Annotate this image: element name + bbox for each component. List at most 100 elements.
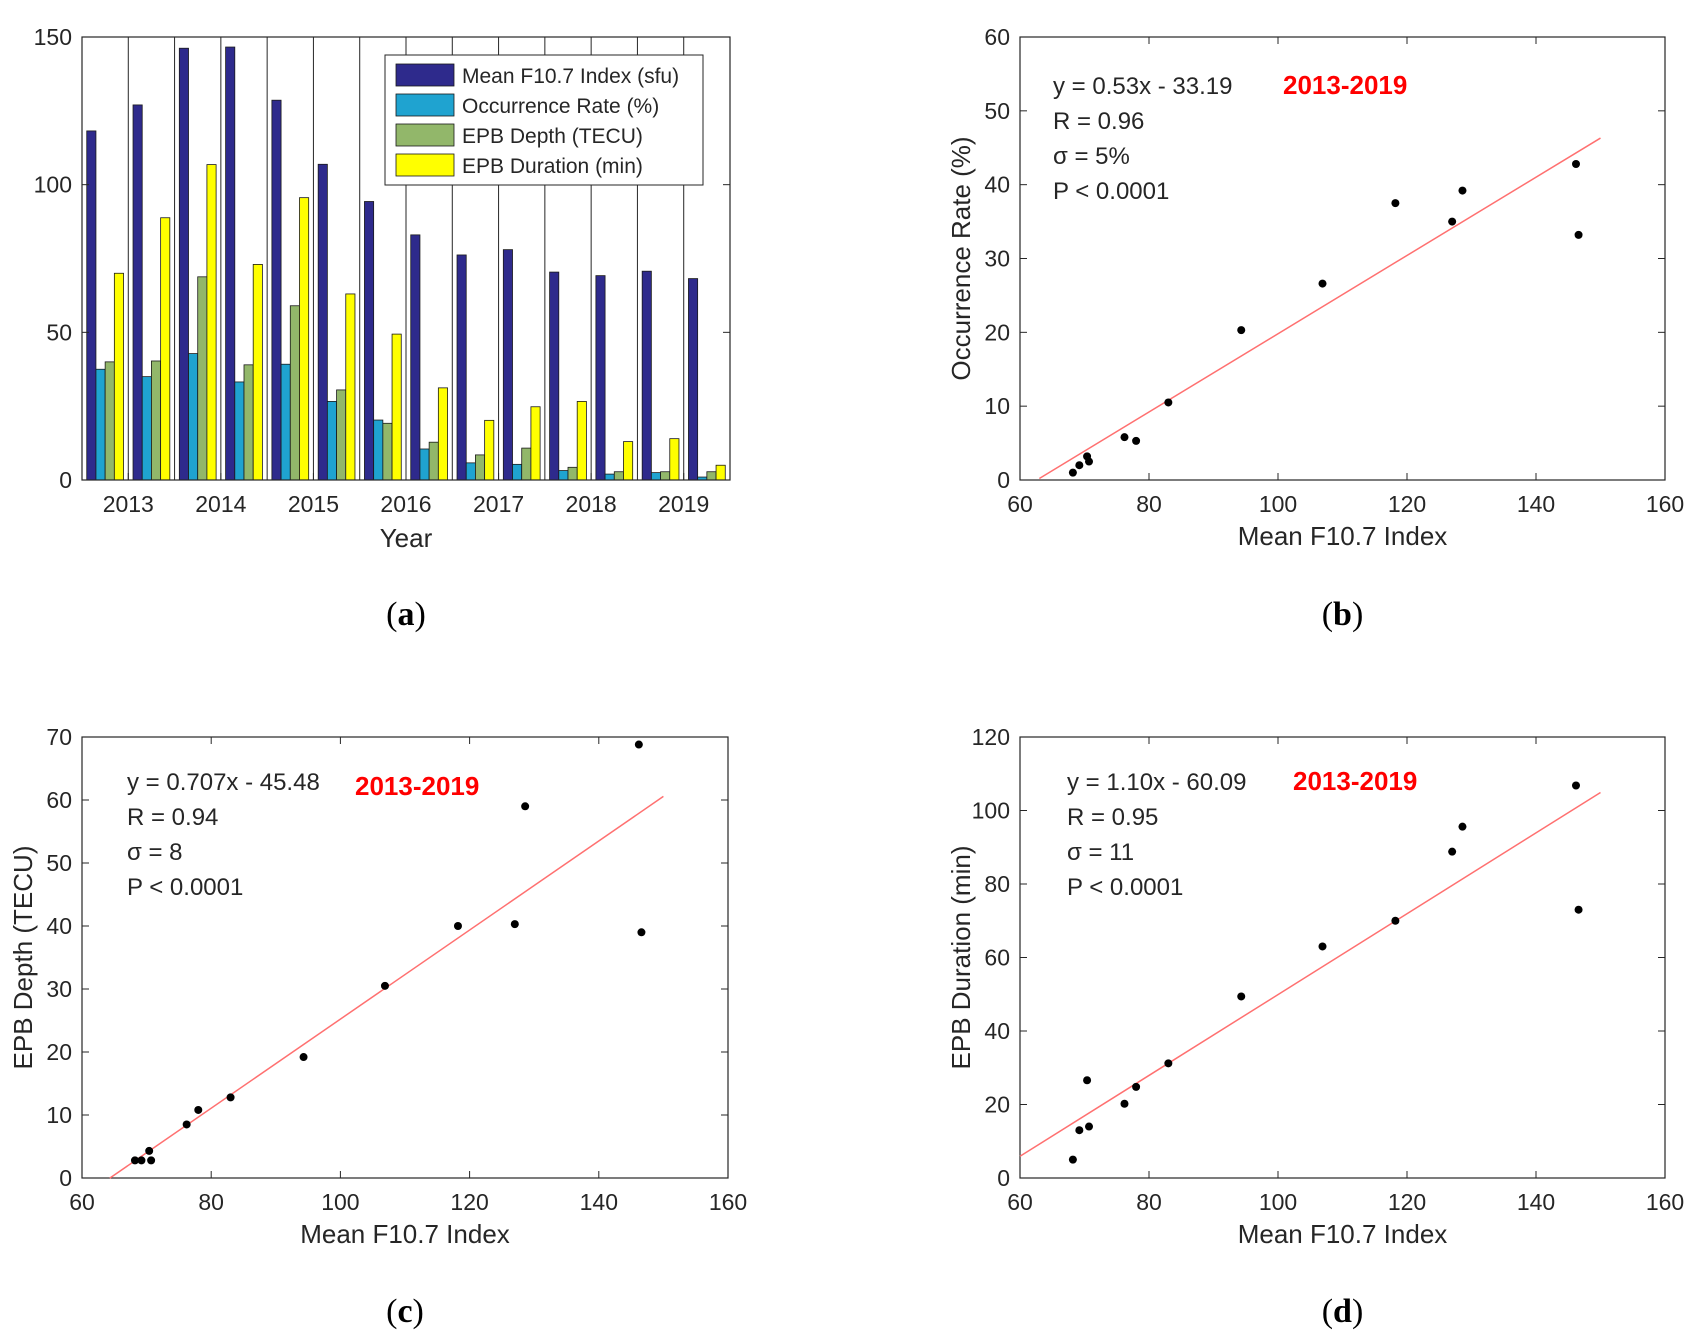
bar — [669, 438, 680, 481]
panel-label: (d) — [1322, 1293, 1364, 1330]
stat-annotation: P < 0.0001 — [127, 874, 243, 901]
bar — [558, 470, 569, 481]
data-point — [1083, 1076, 1092, 1085]
data-point — [1458, 186, 1467, 195]
x-tick-label: 2014 — [195, 491, 246, 517]
bar — [197, 276, 208, 481]
bar — [576, 401, 587, 481]
data-point — [130, 1156, 139, 1165]
stat-annotation: R = 0.95 — [1067, 804, 1158, 831]
x-tick-label: 80 — [198, 1189, 224, 1215]
axes-box — [81, 736, 729, 1179]
bar — [225, 46, 236, 481]
y-tick-label: 40 — [984, 172, 1010, 198]
stat-annotation: y = 1.10x - 60.09 — [1067, 769, 1246, 796]
y-tick-label: 50 — [46, 850, 72, 876]
data-point — [510, 920, 519, 929]
data-point — [1075, 461, 1084, 470]
chart-a: 0 50 100 150 2013 2014 2015 2016 2017 2018 2019 Yea… — [34, 24, 731, 633]
x-tick-label: 120 — [1388, 1189, 1426, 1215]
bar — [336, 389, 347, 481]
data-point — [1075, 1126, 1084, 1135]
bar — [641, 270, 652, 481]
period-label: 2013-2019 — [355, 771, 479, 801]
data-point — [299, 1053, 308, 1062]
x-tick-label: 2015 — [288, 491, 339, 517]
panel-paren: ) — [1352, 596, 1363, 633]
panel-label: (a) — [386, 596, 426, 633]
chart-c: 60 80 100 120 140 160 0 10 20 30 40 50 60 70 Mean F10.… — [8, 724, 747, 1330]
x-tick-label: 160 — [1646, 491, 1684, 517]
bar — [595, 275, 606, 481]
y-tick-label: 60 — [984, 24, 1010, 50]
data-point — [1120, 1099, 1129, 1108]
y-tick-label: 50 — [46, 319, 72, 345]
stat-annotation: σ = 5% — [1053, 143, 1130, 170]
bar — [113, 272, 124, 481]
panel-letter: a — [398, 596, 415, 633]
bar — [141, 376, 152, 481]
stat-annotation: R = 0.94 — [127, 804, 218, 831]
panel-paren: ( — [1322, 1293, 1333, 1330]
y-tick-label: 0 — [59, 467, 72, 493]
axes-box — [1019, 36, 1666, 481]
bar — [271, 99, 282, 481]
stat-annotation: y = 0.707x - 45.48 — [127, 769, 320, 796]
data-point — [1571, 159, 1580, 168]
x-tick-label: 2016 — [380, 491, 431, 517]
y-axis-label: EPB Depth (TECU) — [8, 846, 38, 1070]
data-point — [634, 740, 643, 749]
bar — [317, 163, 328, 481]
bar — [512, 463, 523, 481]
data-point — [1085, 1122, 1094, 1131]
bar — [604, 473, 615, 481]
bar — [502, 249, 513, 481]
bar — [419, 448, 430, 481]
x-tick-label: 2017 — [473, 491, 524, 517]
x-tick-label: 100 — [1259, 1189, 1297, 1215]
data-point — [147, 1156, 156, 1165]
bar — [243, 364, 254, 481]
y-tick-label: 20 — [46, 1039, 72, 1065]
data-point — [1164, 1059, 1173, 1068]
bar — [410, 234, 421, 481]
data-point — [1391, 199, 1400, 208]
data-point — [137, 1156, 146, 1165]
x-tick-label: 120 — [1388, 491, 1426, 517]
period-label: 2013-2019 — [1283, 70, 1407, 100]
stat-annotation: R = 0.96 — [1053, 108, 1144, 135]
y-tick-label: 70 — [46, 724, 72, 750]
data-point — [1164, 398, 1173, 407]
y-tick-label: 10 — [46, 1102, 72, 1128]
bar — [521, 447, 532, 481]
bar — [530, 406, 541, 481]
y-tick-label: 10 — [984, 393, 1010, 419]
bar — [86, 130, 97, 481]
panel-paren: ) — [413, 1293, 424, 1330]
bar — [623, 441, 634, 481]
data-point — [1085, 457, 1094, 466]
data-point — [521, 802, 530, 811]
x-tick-label: 60 — [1007, 491, 1033, 517]
x-tick-label: 2018 — [566, 491, 617, 517]
x-tick-label: 160 — [709, 1189, 747, 1215]
legend-swatch — [395, 63, 455, 87]
y-tick-label: 150 — [34, 24, 72, 50]
data-point — [1068, 468, 1077, 477]
regression-line — [1038, 137, 1601, 480]
panel-label: (b) — [1322, 596, 1364, 633]
x-tick-label: 80 — [1136, 1189, 1162, 1215]
y-tick-label: 60 — [984, 945, 1010, 971]
panel-paren: ( — [1322, 596, 1333, 633]
bar — [456, 254, 467, 481]
bar — [437, 387, 448, 481]
data-point — [1574, 230, 1583, 239]
y-tick-label: 30 — [984, 246, 1010, 272]
stat-annotation: P < 0.0001 — [1067, 874, 1183, 901]
data-point — [1318, 279, 1327, 288]
panel-paren: ) — [415, 596, 426, 633]
bar — [373, 419, 384, 481]
data-point — [1120, 433, 1129, 442]
bar — [178, 47, 189, 481]
